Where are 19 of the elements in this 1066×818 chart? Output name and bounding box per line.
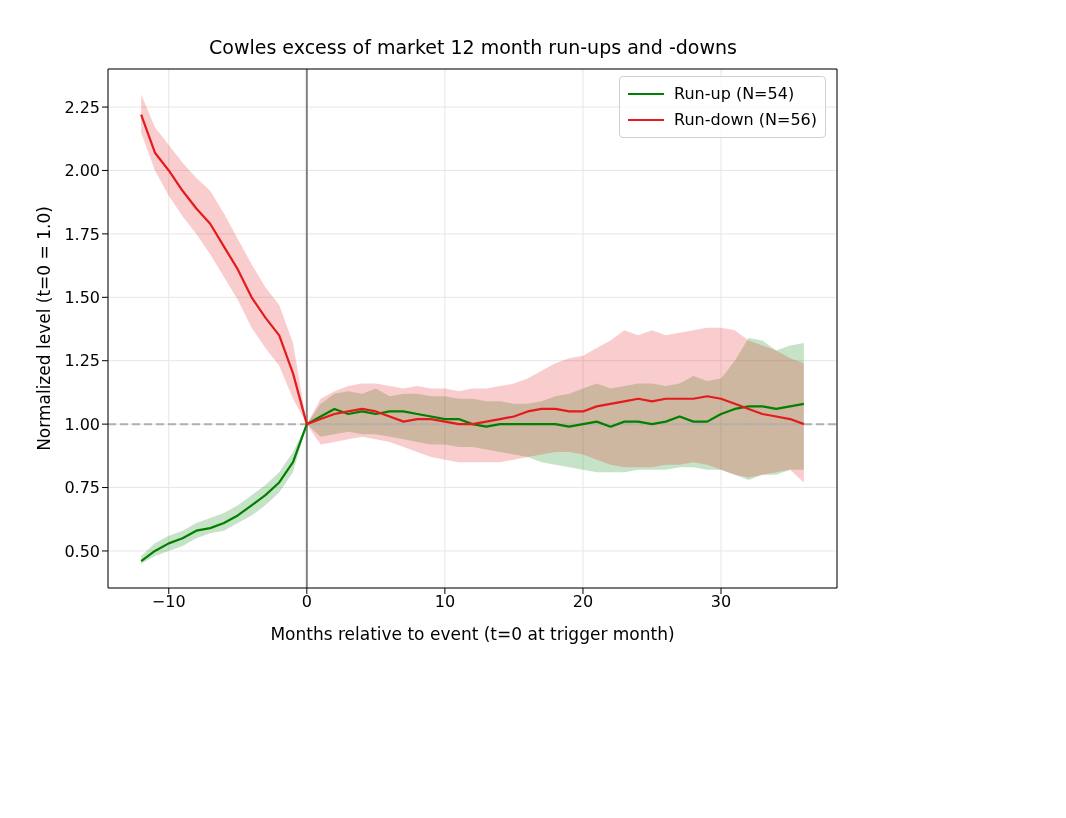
x-axis-title: Months relative to event (t=0 at trigger month) <box>270 624 675 644</box>
y-tick-label: 1.50 <box>64 287 100 307</box>
x-tick-label: 10 <box>434 592 456 612</box>
y-tick-label: 2.25 <box>64 97 100 117</box>
y-tick-label: 1.75 <box>64 224 100 244</box>
x-tick-label: 30 <box>710 592 732 612</box>
x-tick-label: −10 <box>151 592 186 612</box>
legend-label: Run-up (N=54) <box>674 83 795 105</box>
y-axis-title: Normalized level (t=0 = 1.0) <box>34 206 55 451</box>
y-tick-label: 1.25 <box>64 351 100 371</box>
y-tick-label: 0.50 <box>64 541 100 561</box>
y-tick-label: 2.00 <box>64 161 100 181</box>
x-tick-label: 20 <box>572 592 594 612</box>
y-tick-label: 1.00 <box>64 414 100 434</box>
x-tick-label: 0 <box>301 592 312 612</box>
line-series <box>140 402 805 563</box>
chart-title: Cowles excess of market 12 month run-ups and -downs <box>208 36 738 58</box>
y-tick-label: 0.75 <box>64 478 100 498</box>
legend-label: Run-down (N=56) <box>674 109 817 131</box>
